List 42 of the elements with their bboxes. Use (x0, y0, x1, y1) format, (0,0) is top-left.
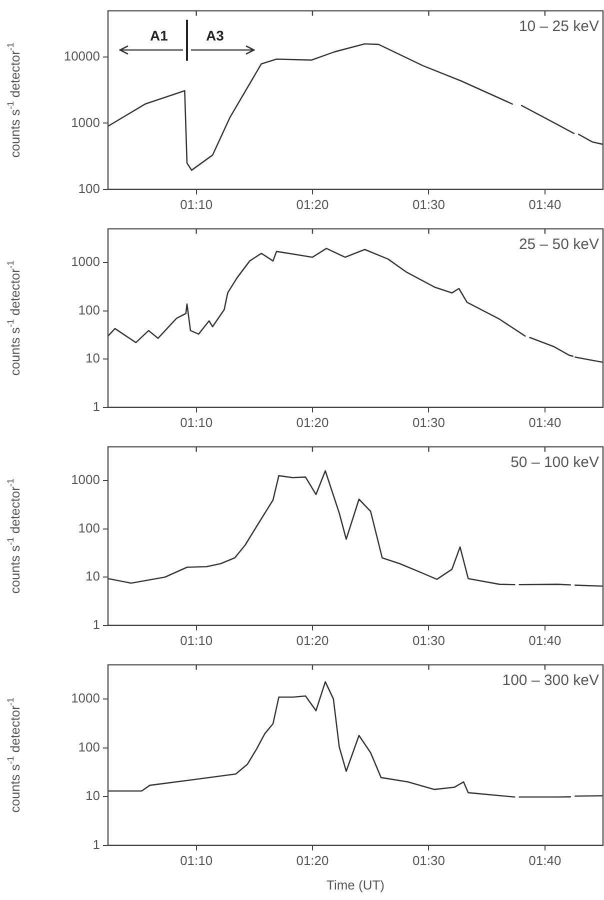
y-tick-label: 10 (86, 350, 100, 366)
y-tick-label: 1 (92, 836, 100, 852)
x-tick-label: 01:10 (180, 852, 213, 868)
x-tick-label: 01:10 (180, 632, 213, 648)
x-tick-label: 01:30 (412, 196, 445, 212)
y-axis-title: counts s-1 detector-1 (5, 698, 23, 813)
y-tick-label: 1 (92, 616, 100, 632)
x-tick-label: 01:20 (296, 196, 329, 212)
x-tick-label: 01:20 (296, 852, 329, 868)
x-tick-label: 01:20 (296, 632, 329, 648)
y-tick-label: 100 (78, 180, 100, 196)
y-tick-label: 10000 (64, 48, 100, 64)
annotation: A3 (206, 28, 224, 44)
y-tick-label: 1000 (71, 472, 100, 488)
x-tick-label: 01:10 (180, 196, 213, 212)
y-tick-label: 100 (78, 520, 100, 536)
x-tick-label: 01:40 (528, 196, 562, 212)
x-tick-label: 01:30 (412, 632, 445, 648)
y-tick-label: 1000 (71, 254, 100, 270)
y-tick-label: 1000 (71, 690, 100, 706)
y-axis-title: counts s-1 detector-1 (5, 42, 23, 158)
y-tick-label: 10 (86, 788, 100, 804)
y-tick-label: 10 (86, 568, 100, 584)
text: 10 – 25 keV (518, 18, 599, 35)
y-tick-label: 1 (92, 398, 100, 414)
text: 25 – 50 keV (518, 236, 599, 253)
y-tick-label: 1000 (71, 114, 100, 130)
y-tick-label: 100 (78, 739, 100, 754)
x-tick-label: 01:30 (412, 414, 445, 430)
x-tick-label: 01:40 (528, 414, 562, 430)
x-tick-label: 01:40 (528, 632, 562, 648)
x-tick-label: 01:20 (296, 414, 329, 430)
text: 50 – 100 keV (510, 454, 599, 471)
x-tick-label: 01:10 (180, 414, 213, 430)
x-tick-label: 01:30 (412, 852, 445, 868)
text: 100 – 300 keV (502, 672, 599, 689)
x-tick-label: 01:40 (528, 852, 562, 868)
y-axis-title: counts s-1 detector-1 (5, 478, 23, 594)
y-axis-title: counts s-1 detector-1 (5, 260, 23, 376)
x-axis-title: Time (UT) (326, 878, 385, 893)
y-tick-label: 100 (78, 302, 100, 318)
annotation: A1 (150, 28, 168, 44)
